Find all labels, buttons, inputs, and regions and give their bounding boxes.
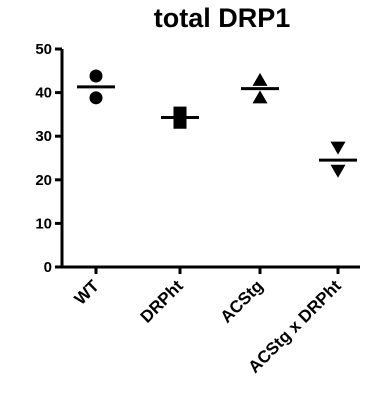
y-tick-label: 20: [35, 172, 52, 189]
y-tick-label: 30: [35, 128, 52, 145]
x-category-label: ACStg: [217, 276, 267, 326]
data-point-triangle-up: [252, 90, 268, 104]
data-point-triangle-down: [330, 164, 346, 178]
data-point-circle: [89, 69, 103, 83]
data-point-triangle-down: [330, 141, 346, 155]
y-tick-label: 50: [35, 41, 52, 58]
y-tick-label: 10: [35, 215, 52, 232]
y-tick-label: 40: [35, 85, 52, 102]
data-marks: [77, 69, 357, 178]
data-point-circle: [89, 91, 103, 105]
data-point-square: [173, 115, 187, 129]
chart-title: total DRP1: [154, 3, 291, 33]
y-tick-label: 0: [44, 259, 52, 276]
x-category-label: WT: [71, 276, 104, 309]
x-category-label: DRPht: [137, 276, 187, 326]
data-point-triangle-up: [252, 72, 268, 86]
